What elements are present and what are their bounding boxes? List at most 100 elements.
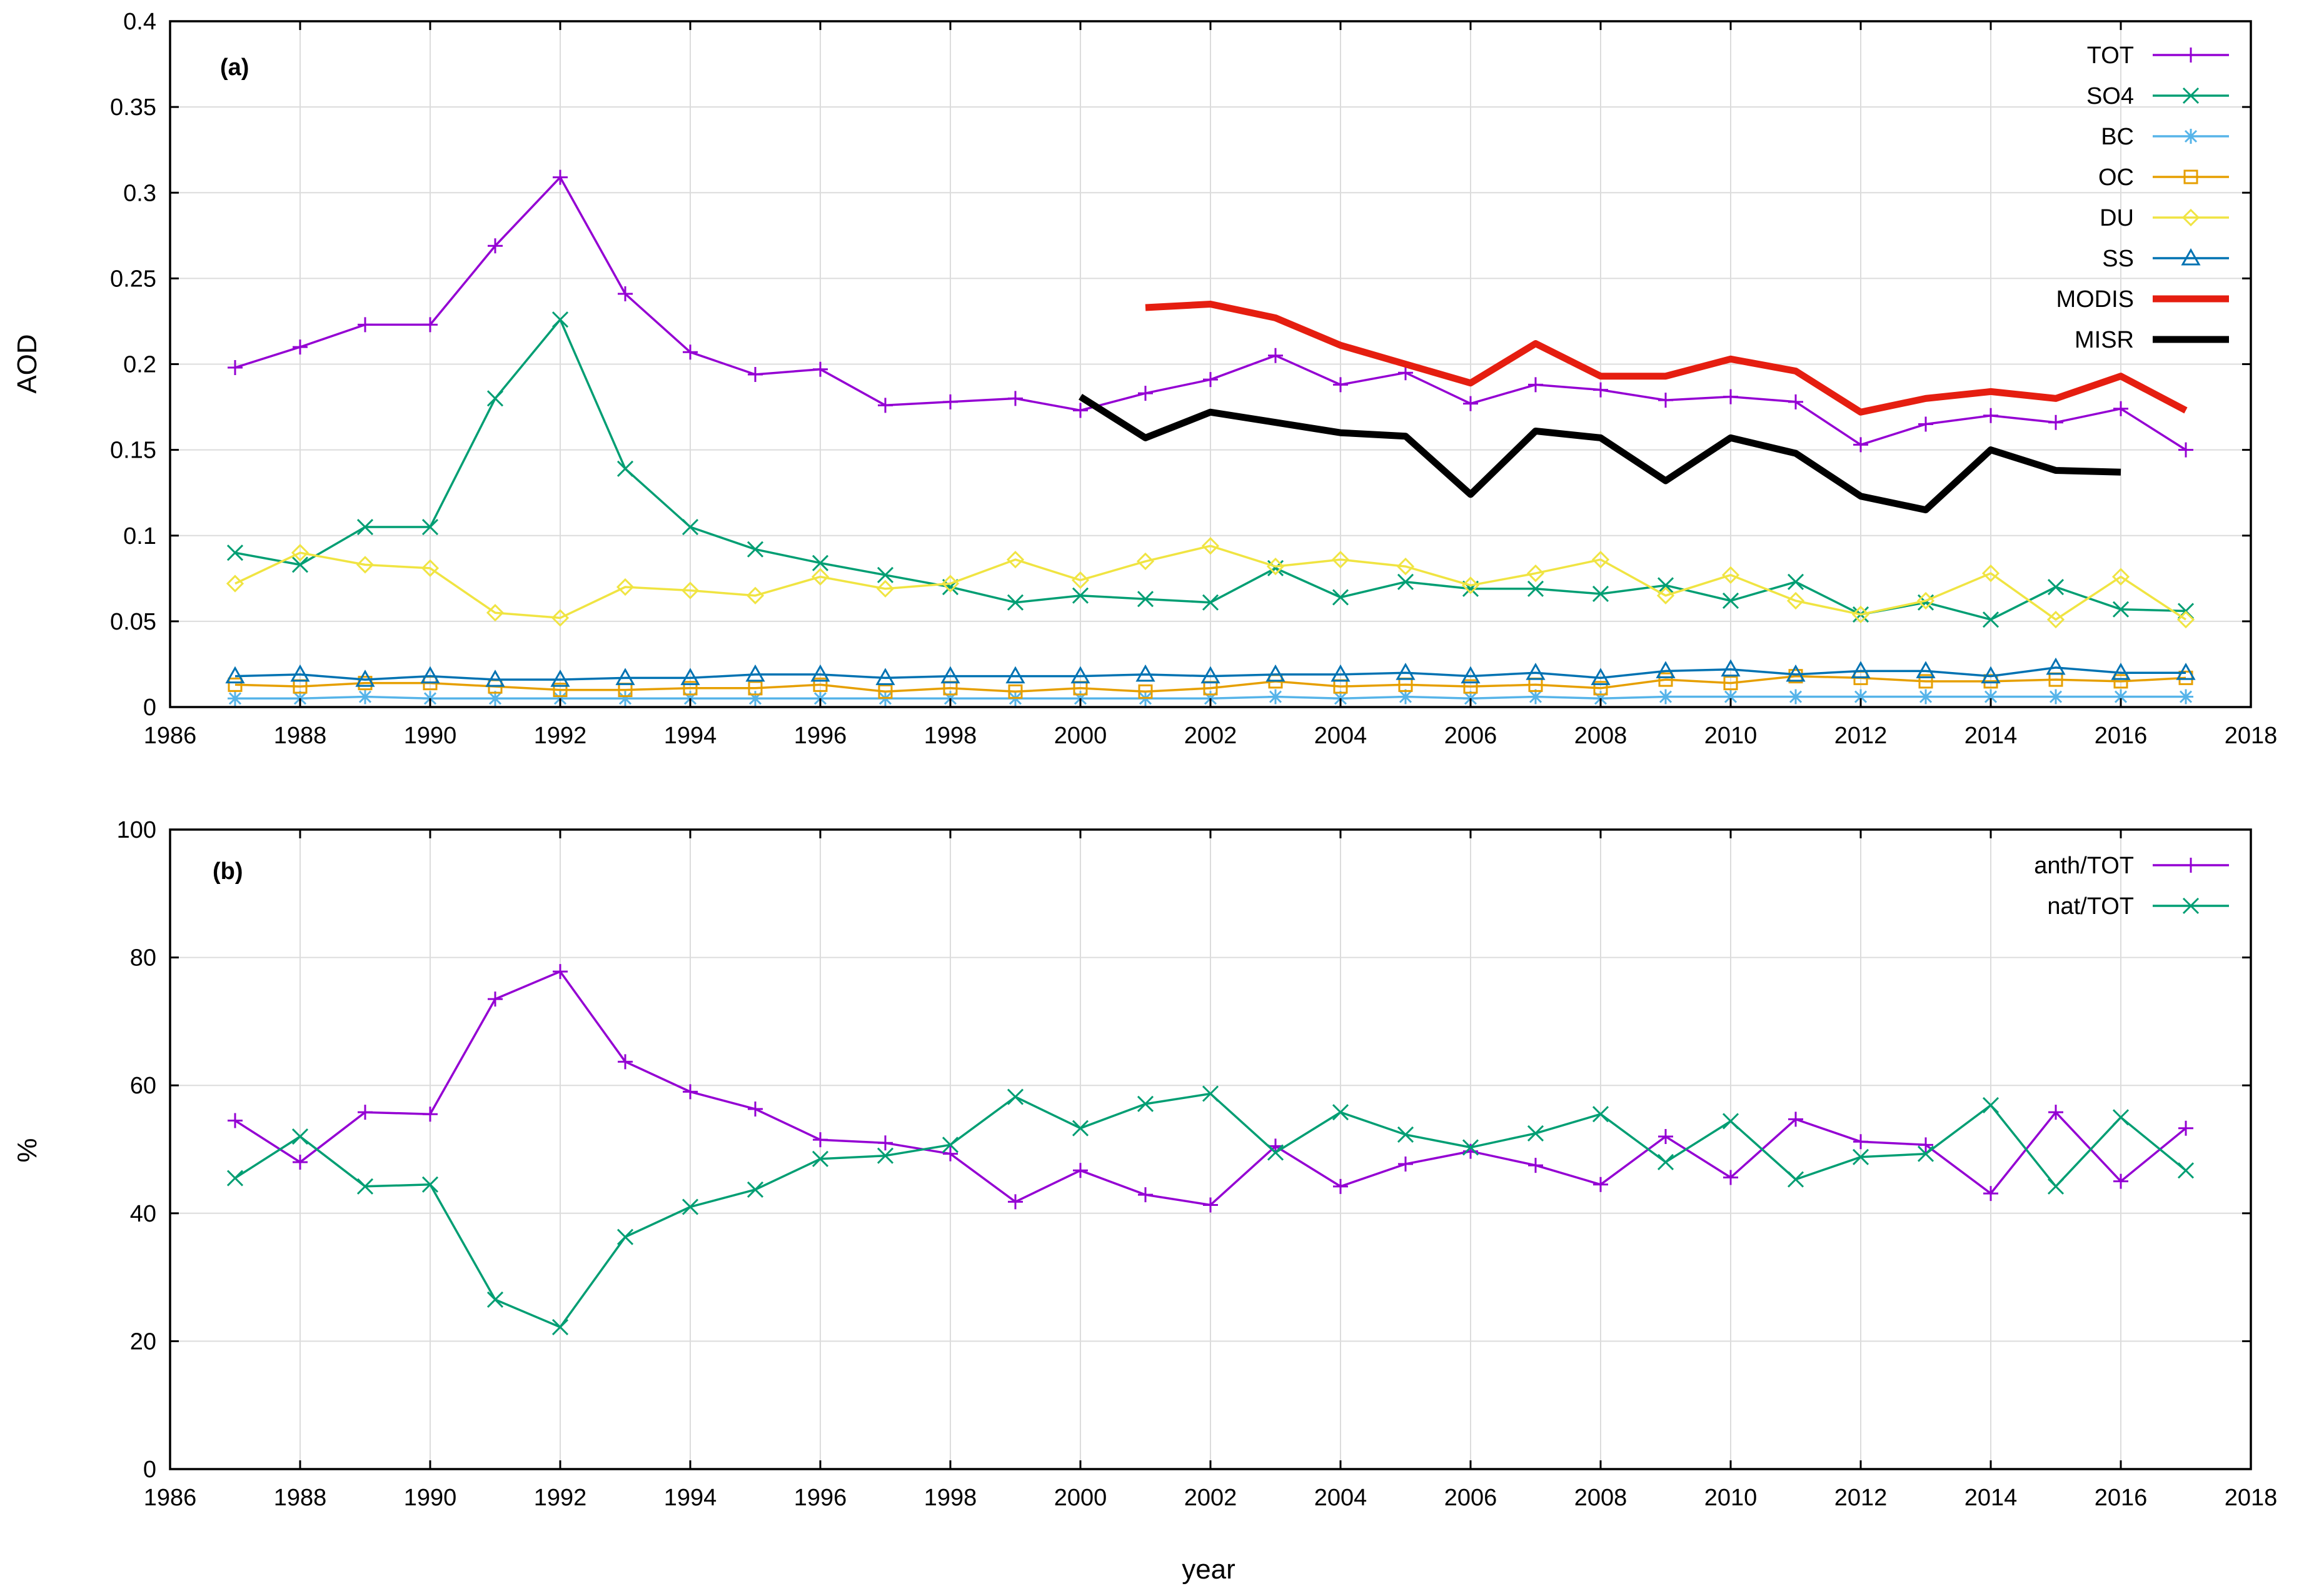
data-point-tot [1333, 377, 1348, 393]
y-tick-label: 0.3 [123, 180, 156, 206]
data-point-anth-tot [1073, 1163, 1088, 1178]
x-tick-label: 1988 [274, 723, 327, 749]
data-point-oc [1723, 676, 1738, 691]
data-point-oc [878, 684, 893, 699]
y-tick-label: 80 [130, 945, 156, 971]
data-point-nat-tot [1072, 1120, 1089, 1137]
data-point-du [811, 568, 830, 586]
data-point-du [941, 575, 960, 593]
data-point-tot [1593, 382, 1608, 398]
x-tick-label: 1986 [144, 723, 197, 749]
y-tick-label: 0.15 [110, 438, 156, 464]
data-point-oc [748, 681, 763, 696]
data-point-tot [943, 394, 958, 409]
series-line-misr [1079, 393, 2121, 514]
data-point-anth-tot [1788, 1112, 1803, 1127]
data-point-tot [878, 398, 893, 413]
data-point-du [486, 604, 505, 622]
data-point-tot [1983, 408, 1998, 423]
data-point-du [1851, 605, 1870, 624]
panel-a-y-label: AOD [12, 334, 43, 393]
series-tot [228, 169, 2193, 458]
data-point-so4 [1007, 594, 1024, 611]
x-tick-label: 2016 [2095, 723, 2148, 749]
data-point-ss [485, 670, 505, 687]
data-point-anth-tot [1398, 1157, 1413, 1172]
data-point-ss [1786, 664, 1806, 682]
data-point-anth-tot [358, 1105, 373, 1120]
data-point-ss [1265, 664, 1285, 682]
data-point-tot [1658, 393, 1673, 408]
series-anth-tot [228, 964, 2193, 1213]
data-point-du [746, 586, 765, 605]
data-point-nat-tot [551, 1318, 569, 1335]
data-point-nat-tot [616, 1228, 634, 1245]
data-point-bc [1788, 689, 1803, 705]
x-tick-label: 1996 [794, 723, 847, 749]
data-point-anth-tot [1333, 1178, 1348, 1194]
series-ss [225, 657, 2196, 687]
data-point-tot [1463, 396, 1478, 411]
data-point-anth-tot [1138, 1187, 1153, 1203]
data-point-so4 [486, 390, 504, 407]
data-point-du [1071, 571, 1090, 590]
data-point-nat-tot [942, 1137, 959, 1153]
data-point-du [1006, 551, 1025, 569]
legend-item-nat-tot: nat/TOT [2047, 893, 2229, 920]
data-point-nat-tot [1982, 1097, 2000, 1113]
data-point-bc [2113, 689, 2128, 705]
data-point-anth-tot [553, 964, 568, 980]
panel-b-y-label: % [12, 1138, 43, 1162]
legend-marker [2183, 169, 2198, 184]
data-point-ss [2176, 663, 2196, 680]
data-point-nat-tot [2112, 1109, 2130, 1126]
data-point-nat-tot [1397, 1126, 1414, 1143]
legend-item-so4: SO4 [2086, 83, 2229, 109]
data-point-so4 [1397, 573, 1414, 590]
y-tick-label: 20 [130, 1328, 156, 1355]
legend-label: anth/TOT [2034, 853, 2134, 879]
data-point-so4 [421, 518, 439, 536]
data-point-bc [2178, 689, 2193, 705]
x-tick-label: 1994 [664, 723, 717, 749]
data-point-du [1786, 591, 1805, 610]
data-point-ss [2111, 663, 2131, 680]
legend-item-oc: OC [2098, 164, 2229, 191]
x-tick-label: 1990 [404, 1485, 457, 1511]
data-point-tot [748, 366, 763, 382]
data-point-du [2111, 568, 2130, 586]
data-point-nat-tot [1852, 1148, 1869, 1165]
data-point-du [681, 581, 700, 600]
panel-b-legend: anth/TOT nat/TOT [2034, 853, 2229, 920]
series-modis [1145, 301, 2188, 416]
data-point-du [1721, 566, 1740, 584]
x-tick-label: 1992 [534, 723, 587, 749]
legend-label: SO4 [2086, 83, 2134, 109]
data-point-tot [228, 359, 243, 375]
y-tick-label: 0.35 [110, 94, 156, 121]
x-tick-label: 1994 [664, 1485, 717, 1511]
data-point-du [1461, 576, 1480, 595]
legend-item-du: DU [2100, 205, 2229, 231]
data-point-tot [488, 238, 503, 254]
data-point-ss [1526, 663, 1546, 680]
data-point-tot [2048, 414, 2063, 430]
data-point-bc [1983, 689, 1998, 705]
legend-label: MODIS [2056, 286, 2134, 313]
panel-b-x-label: year [1182, 1554, 1235, 1585]
x-tick-label: 1988 [274, 1485, 327, 1511]
data-point-ss [1916, 661, 1936, 678]
data-point-bc [358, 689, 373, 705]
data-point-so4 [2112, 601, 2130, 618]
data-point-nat-tot [1657, 1153, 1674, 1171]
data-point-du [876, 580, 895, 598]
x-tick-label: 2010 [1704, 1485, 1758, 1511]
data-point-so4 [1982, 611, 2000, 628]
data-point-tot [618, 286, 633, 302]
x-tick-label: 1998 [924, 1485, 977, 1511]
data-point-bc [488, 691, 503, 706]
data-point-so4 [812, 555, 829, 571]
y-tick-label: 0.2 [123, 352, 156, 378]
data-point-tot [1528, 377, 1543, 393]
